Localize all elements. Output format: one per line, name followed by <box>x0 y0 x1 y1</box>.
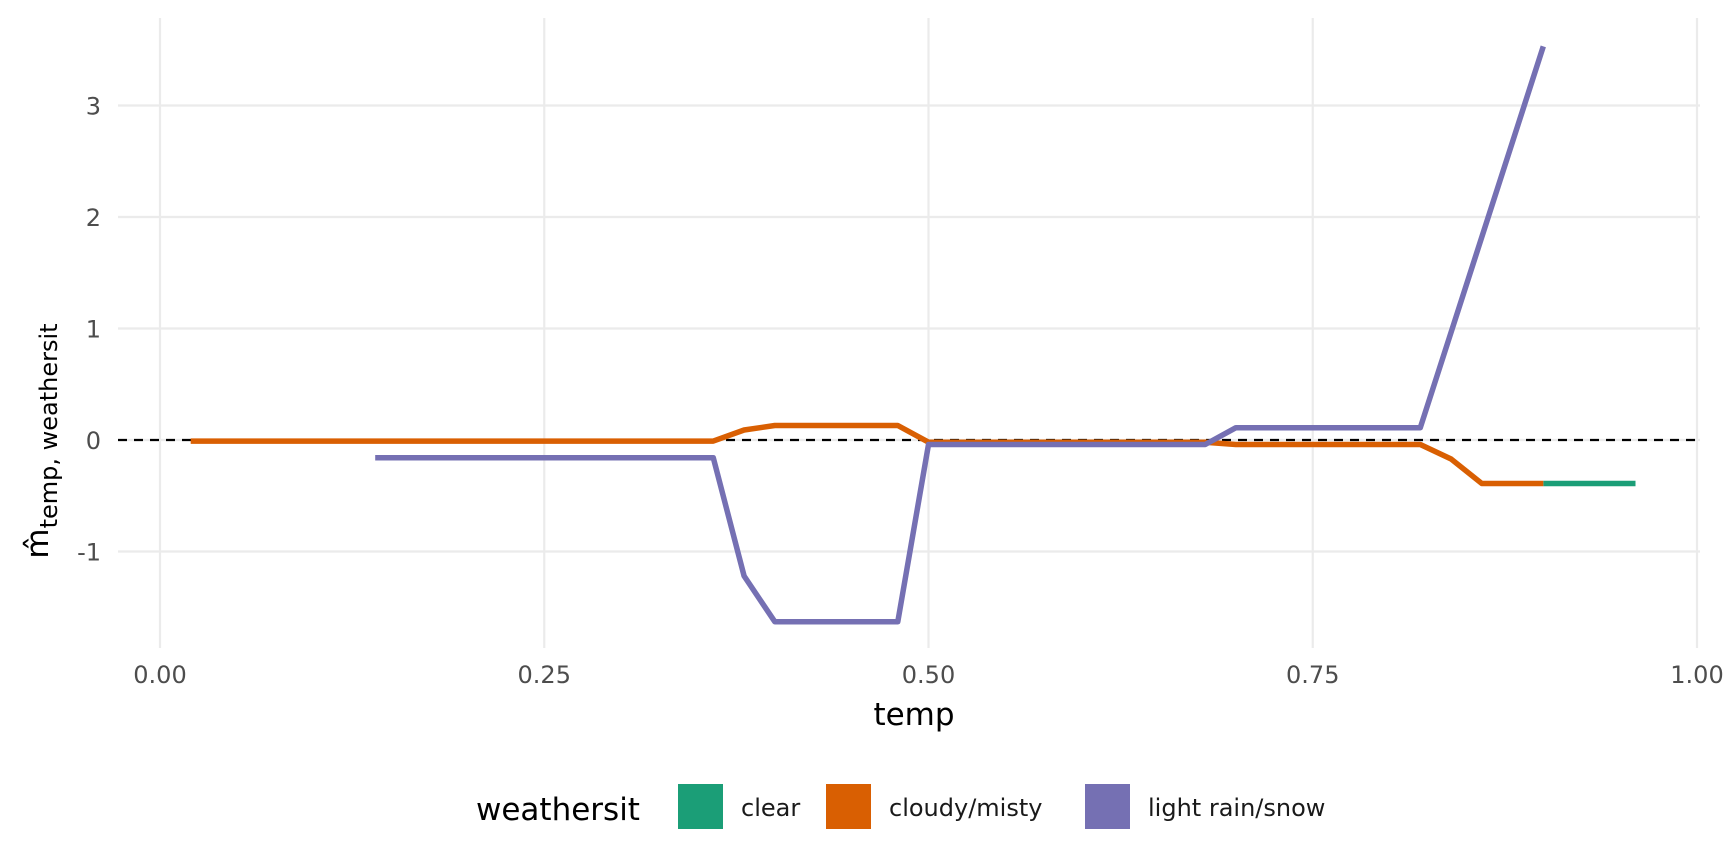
svg-text:m̂temp, weathersit: m̂temp, weathersit <box>20 323 63 558</box>
series-layer <box>190 45 1636 625</box>
series-line-light-rain-snow <box>375 45 1546 625</box>
y-tick-labels: -1 0 1 2 3 <box>77 93 101 567</box>
y-axis-title: m̂temp, weathersit <box>20 323 63 558</box>
y-axis-title-subscript: temp, weathersit <box>35 323 63 528</box>
x-tick-labels: 0.00 0.25 0.50 0.75 1.00 <box>133 661 1723 689</box>
x-tick-label: 0.50 <box>902 661 955 689</box>
y-axis-title-main: m̂ <box>20 528 56 558</box>
legend-items: clear cloudy/misty light rain/snow <box>678 784 1325 829</box>
x-tick-label: 1.00 <box>1670 661 1723 689</box>
x-tick-label: 0.00 <box>133 661 186 689</box>
legend-swatch <box>826 784 871 829</box>
y-tick-label: 1 <box>86 316 101 344</box>
x-axis-title: temp <box>873 697 954 733</box>
y-tick-label: -1 <box>77 539 101 567</box>
legend-swatch <box>678 784 723 829</box>
x-tick-label: 0.25 <box>518 661 571 689</box>
y-tick-label: 0 <box>86 427 101 455</box>
legend-label: clear <box>741 794 800 822</box>
legend-title: weathersit <box>476 792 640 828</box>
y-tick-label: 3 <box>86 93 101 121</box>
legend: weathersit clear cloudy/misty light rain/s… <box>476 784 1325 829</box>
y-tick-label: 2 <box>86 204 101 232</box>
series-line-cloudy-misty <box>190 422 1544 487</box>
legend-label: cloudy/misty <box>889 794 1042 822</box>
legend-swatch <box>1085 784 1130 829</box>
legend-label: light rain/snow <box>1148 794 1325 822</box>
x-tick-label: 0.75 <box>1286 661 1339 689</box>
